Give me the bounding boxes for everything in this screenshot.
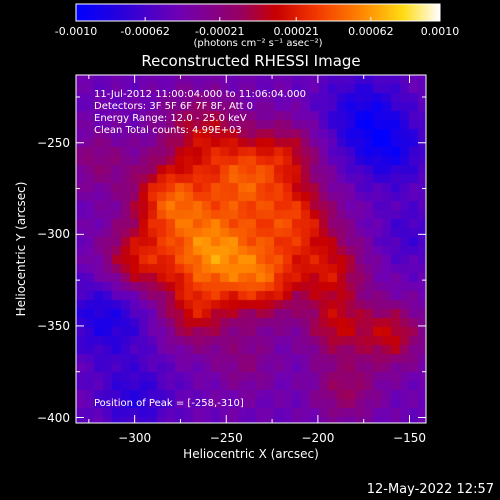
plot-frame <box>75 74 427 424</box>
y-tick-label: −400 <box>37 410 70 425</box>
colorbar-tick-label: 0.00021 <box>273 25 319 38</box>
colorbar-tick-label: -0.00021 <box>195 25 245 38</box>
x-tick-label: −300 <box>118 431 152 445</box>
info-total-counts: Clean Total counts: 4.99E+03 <box>94 125 242 136</box>
x-tick-label: −200 <box>301 431 335 445</box>
info-detectors: Detectors: 3F 5F 6F 7F 8F, Att 0 <box>94 101 254 112</box>
info-block: 11-Jul-2012 11:00:04.000 to 11:06:04.000… <box>94 89 306 137</box>
peak-position-label: Position of Peak = [-258,-310] <box>94 398 244 409</box>
x-axis-label: Heliocentric X (arcsec) <box>183 447 319 461</box>
chart-title: Reconstructed RHESSI Image <box>141 52 361 70</box>
x-tick-label: −150 <box>393 431 426 445</box>
y-tick-label: −300 <box>37 227 70 242</box>
colorbar-tick-label: 0.0010 <box>420 25 460 38</box>
info-energy-range: Energy Range: 12.0 - 25.0 keV <box>94 113 247 124</box>
colorbar-ticks-svg <box>75 3 441 22</box>
y-tick-label: −250 <box>37 135 70 150</box>
y-tick-label: −350 <box>37 318 70 333</box>
y-axis-label: Heliocentric Y (arcsec) <box>14 181 28 317</box>
colorbar-tick-label: 0.00062 <box>348 25 394 38</box>
info-time-range: 11-Jul-2012 11:00:04.000 to 11:06:04.000 <box>94 89 306 100</box>
rhessi-image <box>76 75 426 423</box>
colorbar-tick-label: -0.00062 <box>120 25 170 38</box>
colorbar <box>76 4 440 21</box>
x-tick-label: −250 <box>209 431 243 445</box>
colorbar-tick-label: -0.0010 <box>54 25 98 38</box>
timestamp: 12-May-2022 12:57 <box>366 482 494 497</box>
colorbar-frame <box>75 3 441 22</box>
colorbar-units: (photons cm⁻² s⁻¹ asec⁻²) <box>193 38 323 49</box>
